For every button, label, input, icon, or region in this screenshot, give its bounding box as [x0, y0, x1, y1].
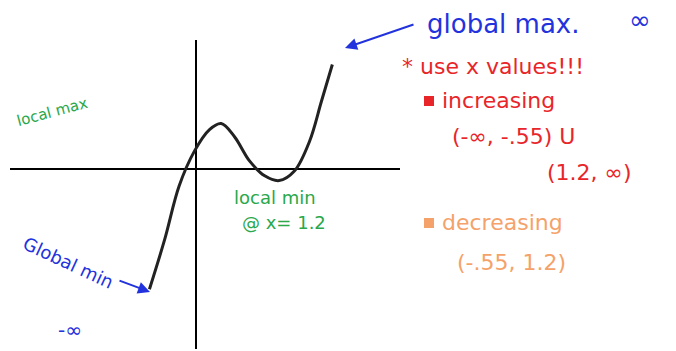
svg-text:increasing: increasing	[442, 88, 555, 113]
svg-text:∞: ∞	[629, 5, 651, 35]
svg-text:local min: local min	[234, 187, 316, 208]
svg-text:global max.: global max.	[427, 9, 579, 39]
svg-text:-∞: -∞	[58, 318, 82, 342]
svg-text:* use x values!!!: * use x values!!!	[402, 54, 584, 79]
svg-text:decreasing: decreasing	[442, 210, 563, 235]
svg-text:(-.55, 1.2): (-.55, 1.2)	[457, 250, 566, 275]
svg-text:(1.2, ∞): (1.2, ∞)	[547, 160, 631, 185]
svg-text:(-∞, -.55) U: (-∞, -.55) U	[452, 124, 575, 149]
svg-text:Global min: Global min	[20, 233, 117, 293]
svg-text:@ x= 1.2: @ x= 1.2	[242, 212, 326, 233]
svg-text:local max: local max	[15, 94, 90, 130]
